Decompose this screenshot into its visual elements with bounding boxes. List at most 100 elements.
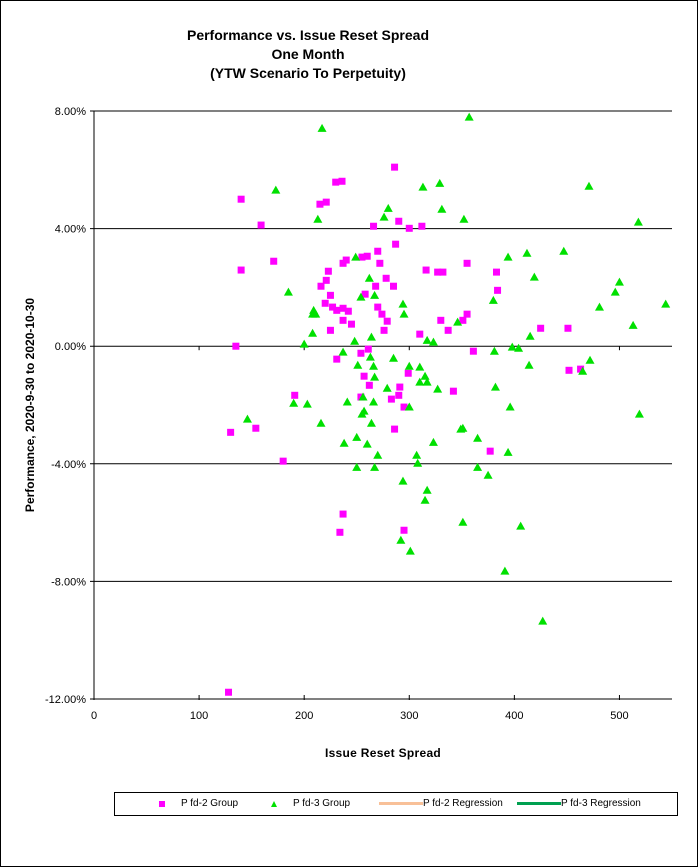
line-swatch-icon	[517, 802, 561, 805]
pfd3-point	[398, 476, 408, 485]
pfd2-point	[459, 316, 467, 324]
pfd3-point	[634, 409, 644, 418]
pfd3-point	[488, 295, 498, 304]
pfd3-point	[370, 290, 380, 299]
pfd2-point	[372, 282, 380, 290]
pfd2-point	[469, 347, 477, 355]
chart-title-line-3: (YTW Scenario To Perpetuity)	[210, 65, 406, 81]
legend: P fd-2 Group P fd-3 Group P fd-2 Regress…	[114, 792, 678, 816]
y-tick-label: 0.00%	[55, 341, 86, 353]
pfd3-point	[382, 383, 392, 392]
pfd3-point	[350, 336, 360, 345]
pfd2-point	[537, 324, 545, 332]
pfd2-point	[333, 355, 341, 363]
pfd2-point	[363, 252, 371, 260]
pfd3-point	[420, 495, 430, 504]
pfd3-point	[352, 432, 362, 441]
pfd3-point	[428, 437, 438, 446]
pfd3-point	[453, 317, 463, 326]
pfd3-point	[317, 123, 327, 132]
pfd3-point	[356, 292, 366, 301]
legend-label: P fd-3 Group	[293, 798, 351, 809]
pfd3-point	[522, 248, 532, 257]
pfd3-point	[503, 447, 513, 456]
pfd2-point	[339, 316, 347, 324]
pfd2-point	[437, 316, 445, 324]
pfd3-point	[437, 204, 447, 213]
pfd2-point	[449, 387, 457, 395]
pfd3-point	[398, 299, 408, 308]
pfd2-point	[360, 372, 368, 380]
pfd2-point	[391, 425, 399, 433]
pfd2-point	[361, 290, 369, 298]
legend-item-pfd3-group: P fd-3 Group	[271, 798, 350, 809]
pfd3-point	[435, 178, 445, 187]
pfd3-point	[369, 397, 379, 406]
pfd3-point	[524, 360, 534, 369]
pfd3-point	[302, 399, 312, 408]
pfd2-point	[382, 274, 390, 282]
pfd3-point	[370, 372, 380, 381]
pfd2-point	[326, 291, 334, 299]
pfd3-point	[357, 409, 367, 418]
pfd3-point	[405, 546, 415, 555]
pfd3-point	[628, 320, 638, 329]
pfd3-point	[362, 439, 372, 448]
pfd2-point	[486, 447, 494, 455]
pfd3-point	[529, 272, 539, 281]
pfd2-point	[237, 195, 245, 203]
pfd3-point	[351, 252, 361, 261]
pfd3-point	[313, 214, 323, 223]
pfd2-point	[225, 688, 233, 696]
pfd2-point	[332, 178, 340, 186]
pfd2-point	[564, 324, 572, 332]
pfd2-point	[227, 428, 235, 436]
pfd3-point	[289, 398, 299, 407]
x-tick-label: 200	[295, 710, 313, 722]
pfd2-point	[378, 310, 386, 318]
pfd3-point	[490, 382, 500, 391]
x-tick-label: 0	[91, 710, 97, 722]
legend-item-pfd2-regression: P fd-2 Regression	[379, 798, 503, 809]
pfd3-point	[473, 462, 483, 471]
pfd2-point	[317, 282, 325, 290]
pfd2-point	[357, 349, 365, 357]
pfd3-point	[458, 517, 468, 526]
pfd2-point	[344, 307, 352, 315]
pfd3-point	[418, 182, 428, 191]
pfd3-point	[458, 423, 468, 432]
pfd3-point	[364, 273, 374, 282]
pfd2-point	[321, 299, 329, 307]
pfd2-point	[391, 163, 399, 171]
legend-item-pfd3-regression: P fd-3 Regression	[517, 798, 641, 809]
pfd2-point	[339, 304, 347, 312]
pfd2-point	[326, 326, 334, 334]
pfd2-point	[463, 259, 471, 267]
pfd2-point	[400, 403, 408, 411]
pfd3-point	[559, 246, 569, 255]
pfd3-point	[516, 521, 526, 530]
pfd3-point	[311, 309, 321, 318]
legend-label: P fd-3 Regression	[561, 798, 641, 809]
pfd3-point	[433, 384, 443, 393]
pfd2-point	[338, 177, 346, 185]
pfd2-point	[396, 383, 404, 391]
pfd3-point	[415, 362, 425, 371]
pfd3-point	[483, 470, 493, 479]
pfd3-point	[503, 252, 513, 261]
pfd2-point	[358, 253, 366, 261]
pfd2-point	[270, 257, 278, 265]
pfd2-point	[376, 259, 384, 267]
pfd3-point	[415, 377, 425, 386]
pfd2-point	[342, 256, 350, 264]
pfd3-point	[358, 392, 368, 401]
pfd3-point	[316, 418, 326, 427]
pfd2-point	[322, 276, 330, 284]
pfd3-point	[420, 371, 430, 380]
pfd3-point	[422, 485, 432, 494]
pfd3-point	[383, 203, 393, 212]
pfd2-point	[404, 369, 412, 377]
x-tick-label: 100	[190, 710, 208, 722]
pfd2-point	[392, 240, 400, 248]
